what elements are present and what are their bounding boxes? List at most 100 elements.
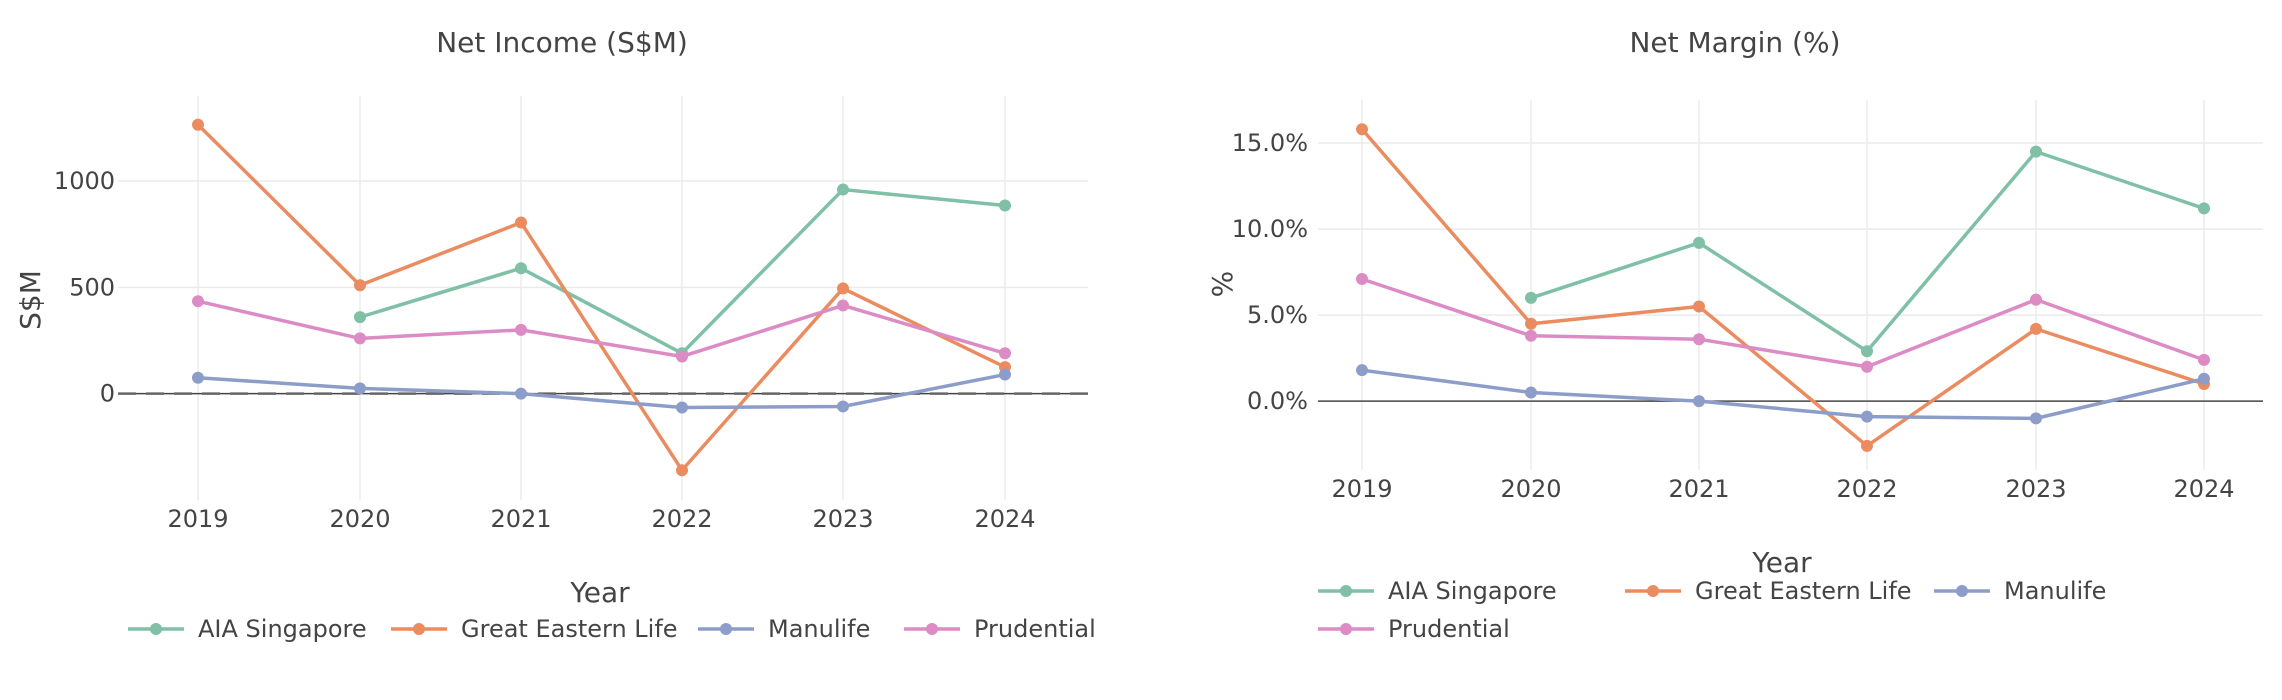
margin-x-tick-label: 2024 xyxy=(2173,475,2234,503)
margin-data-point-great-eastern-life xyxy=(2030,322,2042,335)
margin-x-tick-label: 2023 xyxy=(2005,475,2066,503)
margin-legend-marker-aia-singapore xyxy=(1340,585,1352,597)
income-x-tick-label: 2023 xyxy=(812,505,873,533)
margin-series-line-prudential xyxy=(1361,277,2205,369)
margin-data-point-manulife xyxy=(2198,372,2210,385)
margin-legend-item-aia-singapore[interactable]: AIA Singapore xyxy=(1318,577,1557,605)
income-legend-label-great-eastern-life: Great Eastern Life xyxy=(461,615,678,643)
margin-data-point-prudential xyxy=(1861,360,1873,373)
income-data-point-aia-singapore xyxy=(515,262,527,275)
margin-legend-label-aia-singapore: AIA Singapore xyxy=(1388,577,1557,605)
margin-data-point-aia-singapore xyxy=(1525,291,1537,304)
net-income-panel: Net Income (S$M) 2019 2020 2021 2022 2023 202… xyxy=(14,26,1096,643)
income-y-tick-label: 1000 xyxy=(54,167,115,195)
income-data-point-manulife xyxy=(515,387,527,400)
net-margin-y-axis-title: % xyxy=(1206,271,1239,298)
income-x-tick-label: 2022 xyxy=(651,505,712,533)
margin-y-tick-label: 5.0% xyxy=(1247,301,1308,329)
net-income-x-axis-title: Year xyxy=(569,576,630,609)
margin-data-point-aia-singapore xyxy=(1861,345,1873,358)
margin-y-tick-label: 15.0% xyxy=(1232,129,1308,157)
margin-data-point-prudential xyxy=(1356,272,1368,285)
income-x-tick-label: 2020 xyxy=(329,505,390,533)
income-y-tick-label: 0 xyxy=(100,380,115,408)
income-x-tick-label: 2021 xyxy=(490,505,551,533)
margin-legend-label-prudential: Prudential xyxy=(1388,615,1510,643)
income-y-tick-label: 500 xyxy=(69,273,115,301)
income-data-point-manulife xyxy=(837,400,849,413)
margin-legend-item-manulife[interactable]: Manulife xyxy=(1934,577,2106,605)
margin-series-line-manulife xyxy=(1361,368,2205,421)
income-data-point-aia-singapore xyxy=(999,199,1011,212)
margin-data-point-aia-singapore xyxy=(2198,202,2210,215)
margin-data-point-prudential xyxy=(1525,329,1537,342)
income-data-point-prudential xyxy=(676,350,688,363)
margin-data-point-manulife xyxy=(1525,386,1537,399)
net-margin-x-axis-title: Year xyxy=(1751,546,1812,579)
margin-data-point-aia-singapore xyxy=(2030,145,2042,158)
margin-data-point-manulife xyxy=(1693,395,1705,408)
margin-legend-item-prudential[interactable]: Prudential xyxy=(1318,615,1510,643)
margin-data-point-great-eastern-life xyxy=(1356,123,1368,136)
income-data-point-prudential xyxy=(999,347,1011,360)
income-data-point-manulife xyxy=(192,371,204,384)
margin-x-tick-label: 2021 xyxy=(1668,475,1729,503)
margin-data-point-prudential xyxy=(1693,333,1705,346)
income-legend-marker-manulife xyxy=(720,623,732,635)
net-margin-panel: Net Margin (%) 2019 2020 2021 2022 2023 2024 0… xyxy=(1206,26,2263,643)
income-data-point-great-eastern-life xyxy=(837,282,849,295)
margin-data-point-aia-singapore xyxy=(1693,236,1705,249)
income-data-point-prudential xyxy=(837,299,849,312)
margin-x-tick-label: 2020 xyxy=(1500,475,1561,503)
income-legend-item-great-eastern-life[interactable]: Great Eastern Life xyxy=(391,615,678,643)
income-data-point-manulife xyxy=(676,401,688,414)
income-legend-item-aia-singapore[interactable]: AIA Singapore xyxy=(128,615,367,643)
margin-data-point-manulife xyxy=(2030,412,2042,425)
net-income-title: Net Income (S$M) xyxy=(436,26,688,59)
income-data-point-manulife xyxy=(354,382,366,395)
income-data-point-prudential xyxy=(192,295,204,308)
margin-legend-marker-great-eastern-life xyxy=(1647,585,1659,597)
income-legend-marker-prudential xyxy=(926,623,938,635)
income-x-tick-label: 2019 xyxy=(167,505,228,533)
income-data-point-prudential xyxy=(354,332,366,345)
margin-data-point-great-eastern-life xyxy=(1861,439,1873,452)
margin-data-point-great-eastern-life xyxy=(1525,317,1537,330)
income-data-point-aia-singapore xyxy=(837,183,849,196)
income-data-point-aia-singapore xyxy=(354,311,366,324)
margin-x-tick-label: 2022 xyxy=(1836,475,1897,503)
income-legend-item-prudential[interactable]: Prudential xyxy=(904,615,1096,643)
net-margin-title: Net Margin (%) xyxy=(1629,26,1840,59)
margin-x-tick-label: 2019 xyxy=(1331,475,1392,503)
income-series-line-great-eastern-life xyxy=(196,123,1006,472)
income-data-point-great-eastern-life xyxy=(676,464,688,477)
income-data-point-great-eastern-life xyxy=(515,216,527,229)
margin-data-point-prudential xyxy=(2198,353,2210,366)
income-x-tick-label: 2024 xyxy=(974,505,1035,533)
income-data-point-prudential xyxy=(515,323,527,336)
margin-y-tick-label: 0.0% xyxy=(1247,387,1308,415)
margin-data-point-manulife xyxy=(1356,364,1368,377)
income-legend-label-aia-singapore: AIA Singapore xyxy=(198,615,367,643)
margin-y-tick-label: 10.0% xyxy=(1232,215,1308,243)
income-legend-label-prudential: Prudential xyxy=(974,615,1096,643)
income-data-point-manulife xyxy=(999,368,1011,381)
margin-data-point-great-eastern-life xyxy=(1693,300,1705,313)
margin-legend-label-great-eastern-life: Great Eastern Life xyxy=(1695,577,1912,605)
net-income-y-axis-title: S$M xyxy=(14,270,47,330)
margin-legend-item-great-eastern-life[interactable]: Great Eastern Life xyxy=(1625,577,1912,605)
margin-data-point-prudential xyxy=(2030,293,2042,306)
margin-legend-marker-prudential xyxy=(1340,623,1352,635)
income-data-point-great-eastern-life xyxy=(354,279,366,292)
margin-data-point-manulife xyxy=(1861,410,1873,423)
income-legend-marker-aia-singapore xyxy=(150,623,162,635)
income-legend-item-manulife[interactable]: Manulife xyxy=(698,615,870,643)
income-legend-label-manulife: Manulife xyxy=(768,615,870,643)
income-series-line-manulife xyxy=(197,372,1006,410)
income-legend-marker-great-eastern-life xyxy=(413,623,425,635)
margin-legend-label-manulife: Manulife xyxy=(2004,577,2106,605)
income-data-point-great-eastern-life xyxy=(192,118,204,131)
margin-series-line-great-eastern-life xyxy=(1360,128,2205,448)
income-series-line-prudential xyxy=(197,299,1006,359)
